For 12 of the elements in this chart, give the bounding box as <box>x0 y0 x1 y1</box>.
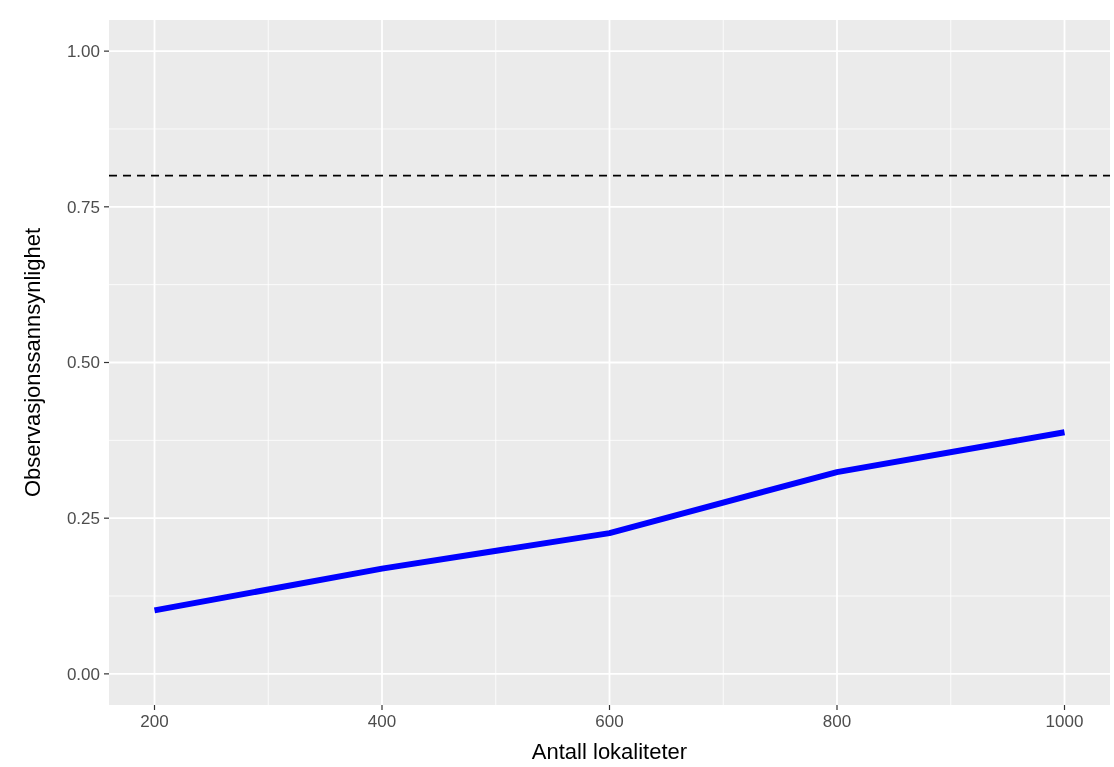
x-tick-label: 1000 <box>1045 712 1084 731</box>
y-tick-label: 0.50 <box>66 353 100 373</box>
y-tick-label: 0.75 <box>66 197 100 217</box>
y-tick-label: 0.00 <box>66 664 100 684</box>
x-tick-label: 600 <box>595 712 624 731</box>
y-tick-label: 0.25 <box>66 509 100 529</box>
x-tick-label: 800 <box>822 712 852 731</box>
x-axis-title: Antall lokaliteter <box>531 739 688 764</box>
x-tick-label: 200 <box>140 712 169 731</box>
y-tick-label: 1.00 <box>66 42 100 62</box>
x-tick-label: 400 <box>367 712 397 731</box>
y-axis-title: Observasjonssannsynlighet <box>20 227 45 498</box>
